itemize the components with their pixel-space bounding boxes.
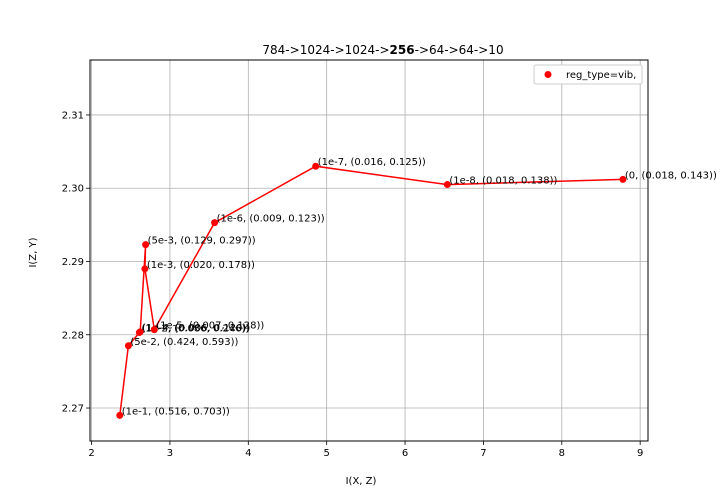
data-point (443, 181, 451, 189)
legend-box (533, 64, 643, 85)
point-label: (1e-6, (0.009, 0.123)) (217, 214, 325, 225)
grid (90, 60, 648, 441)
series: (1e-1, (0.516, 0.703)) (5e-2, (0.424, 0.5… (116, 157, 717, 419)
x-axis-ticks: 2 3 4 5 6 7 8 9 (88, 441, 643, 459)
data-point (150, 326, 158, 334)
y-tick-label: 2.27 (62, 404, 84, 415)
plot-frame (89, 59, 649, 442)
point-label: (1e-5, (0.007, 0.128)) (156, 321, 264, 332)
point-label: (1e-3, (0.020, 0.178)) (147, 260, 255, 271)
data-point (619, 175, 627, 183)
y-tick-label: 2.30 (62, 184, 84, 195)
x-tick-label: 5 (323, 448, 329, 459)
x-tick-label: 3 (167, 448, 173, 459)
data-point (312, 162, 320, 170)
x-tick-label: 6 (402, 448, 408, 459)
y-axis-label: I(Z, Y) (28, 237, 39, 267)
legend: reg_type=vib, (533, 64, 643, 85)
data-point (116, 411, 124, 419)
y-axis-ticks: 2.27 2.28 2.29 2.30 2.31 (62, 110, 90, 415)
point-label: (5e-3, (0.129, 0.297)) (148, 236, 256, 247)
x-tick-label: 2 (88, 448, 94, 459)
x-tick-label: 4 (245, 448, 251, 459)
series-line (119, 165, 623, 416)
x-axis-label: I(X, Z) (346, 476, 377, 487)
legend-marker (544, 71, 552, 78)
legend-label: reg_type=vib, (566, 70, 636, 81)
data-point (141, 265, 149, 273)
x-tick-label: 8 (559, 448, 565, 459)
title-segment: 784->1024->1024-> (262, 43, 389, 57)
point-label: (1e-4, (0.006, 0.120)) (142, 323, 250, 334)
title-segment: ->64->64->10 (415, 43, 504, 57)
point-label: (1e-1, (0.516, 0.703)) (122, 406, 230, 417)
point-label: (1e-7, (0.016, 0.125)) (318, 157, 426, 168)
y-tick-label: 2.31 (62, 110, 84, 121)
point-label: (5e-2, (0.424, 0.593)) (130, 337, 238, 348)
y-tick-label: 2.29 (62, 257, 84, 268)
point-label: (0, (0.018, 0.143)) (625, 170, 717, 181)
x-tick-label: 9 (637, 448, 643, 459)
data-point (136, 328, 144, 336)
chart-title: 784->1024->1024->256->64->64->10 (262, 43, 503, 57)
data-point (142, 241, 150, 249)
point-label: (1e-2, (0.086, 0.246)) (141, 324, 249, 335)
title-segment: 256 (390, 43, 415, 57)
data-point (124, 342, 132, 350)
point-label: (1e-8, (0.018, 0.138)) (449, 176, 557, 187)
data-point (211, 219, 219, 227)
y-tick-label: 2.28 (62, 330, 84, 341)
x-tick-label: 7 (480, 448, 486, 459)
